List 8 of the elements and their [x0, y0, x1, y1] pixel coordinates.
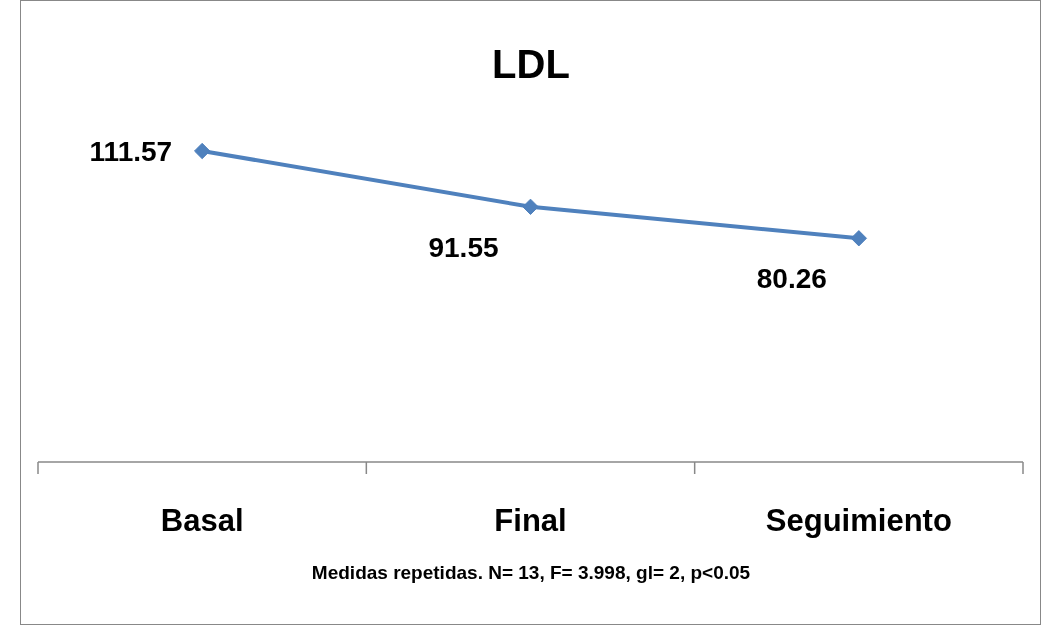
- x-tick-label: Seguimiento: [765, 503, 952, 538]
- data-label: 80.26: [756, 263, 827, 295]
- x-tick-label: Basal: [160, 503, 244, 538]
- data-label: 111.57: [89, 136, 173, 167]
- data-label: 91.55: [428, 231, 499, 263]
- chart-title: LDL: [492, 42, 570, 86]
- text: Medidas repetidas. N= 13, F= 3.998, gl= 2, p<0.05: [311, 562, 751, 583]
- x-tick-label: Final: [494, 503, 567, 538]
